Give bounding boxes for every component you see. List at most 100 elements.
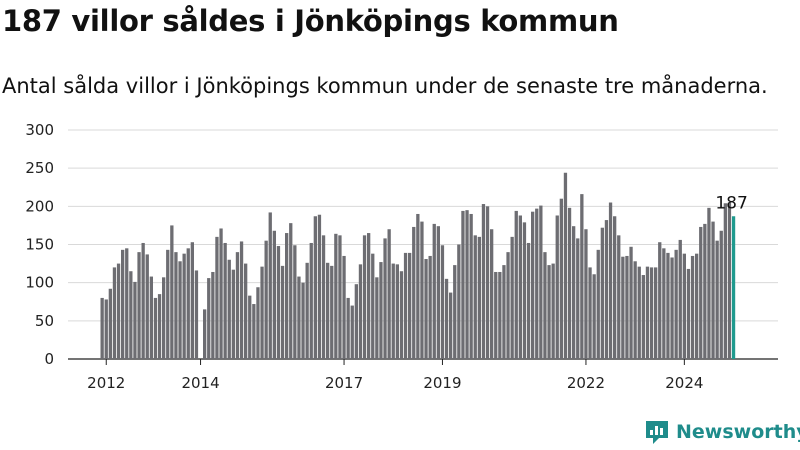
bar [584, 229, 588, 359]
x-tick-label: 2024 [665, 374, 703, 392]
bar [703, 223, 707, 359]
bar [112, 267, 117, 359]
bar [170, 225, 174, 359]
bar [613, 216, 617, 359]
bar [563, 172, 568, 359]
bar [285, 233, 289, 359]
bar [727, 202, 732, 359]
y-tick-label: 150 [25, 236, 54, 254]
bar [629, 246, 633, 359]
bar [129, 271, 133, 359]
bar [174, 252, 178, 359]
bar [662, 248, 666, 359]
bar [248, 295, 252, 359]
bar [686, 268, 691, 359]
y-tick-label: 250 [25, 159, 54, 177]
bar [375, 277, 379, 359]
bar [477, 236, 481, 359]
bar [428, 255, 432, 359]
bar [645, 266, 650, 359]
bar [387, 229, 391, 359]
bar [354, 284, 358, 359]
bar [572, 226, 576, 359]
bar [596, 249, 600, 359]
x-tick-label: 2022 [567, 374, 605, 392]
bar [395, 264, 399, 359]
bar [182, 253, 186, 359]
bar [543, 252, 547, 359]
bar [342, 255, 346, 359]
newsworthy-logo[interactable]: Newsworthy [644, 419, 800, 445]
bar [145, 254, 149, 359]
bar [203, 309, 207, 359]
y-tick-label: 50 [35, 312, 54, 330]
bar [412, 226, 416, 359]
bar [256, 287, 260, 359]
bar [424, 259, 428, 359]
bar [149, 276, 153, 359]
bar [719, 230, 723, 359]
bar [313, 216, 317, 359]
bar [338, 235, 342, 359]
bar [268, 212, 272, 359]
bar [116, 263, 121, 359]
bar [194, 270, 199, 359]
x-tick-label: 2012 [87, 374, 125, 392]
bar [510, 236, 514, 359]
bar [711, 221, 715, 359]
bar [678, 239, 682, 359]
bar [108, 288, 112, 359]
bar [440, 245, 445, 359]
bar [617, 235, 621, 359]
bar [522, 222, 527, 359]
bar [420, 221, 424, 359]
bar [301, 282, 305, 359]
newsworthy-logo-icon [646, 421, 668, 444]
bar [641, 275, 645, 359]
bar [125, 248, 129, 359]
bar [207, 278, 211, 359]
bar [153, 297, 158, 359]
bar [674, 249, 678, 359]
bar [498, 271, 502, 359]
y-tick-label: 300 [25, 121, 54, 139]
bar [166, 249, 170, 359]
bar [625, 255, 629, 359]
bar [104, 299, 108, 359]
bar [235, 252, 240, 359]
bar [453, 265, 457, 359]
bar [121, 249, 125, 359]
bar [178, 261, 182, 359]
bar [473, 235, 477, 359]
bar [403, 252, 408, 359]
bar [608, 202, 613, 359]
bar [289, 223, 293, 359]
bar [494, 271, 498, 359]
bar [367, 233, 371, 359]
bar [567, 207, 572, 359]
bar [346, 297, 350, 359]
bar [293, 245, 297, 359]
bar [707, 207, 711, 359]
bar [670, 257, 674, 359]
bar [559, 198, 563, 359]
bar [600, 227, 604, 359]
chart-subtitle: Antal sålda villor i Jönköpings kommun u… [2, 74, 768, 98]
bar [371, 253, 375, 359]
bar [317, 214, 322, 359]
bar [190, 242, 194, 359]
bar [227, 259, 231, 359]
bar [272, 230, 276, 359]
x-tick-label: 2019 [423, 374, 461, 392]
chart-title: 187 villor såldes i Jönköpings kommun [2, 4, 619, 38]
bar [432, 223, 436, 359]
y-tick-label: 0 [44, 350, 54, 368]
y-tick-label: 200 [25, 197, 54, 215]
y-axis-ticks: 0 50 100 150 200 250 300 [25, 121, 54, 368]
bar [637, 266, 641, 359]
bar [588, 267, 592, 359]
bar [297, 276, 301, 359]
bar [100, 297, 104, 359]
bar [133, 281, 137, 359]
bar [633, 261, 637, 359]
